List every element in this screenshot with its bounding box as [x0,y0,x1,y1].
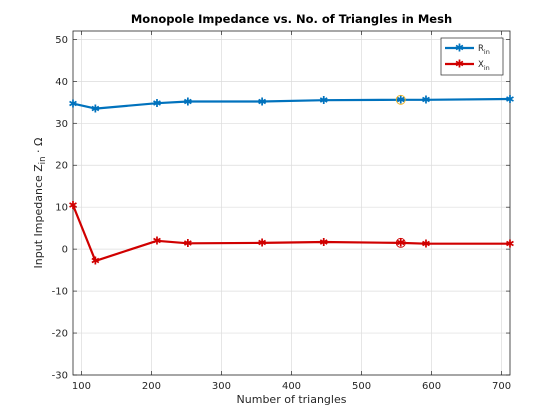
data-point-0: ✱ [396,94,405,107]
data-point-0: ✱ [152,97,161,110]
data-point-1: ✱ [505,237,514,250]
legend-label-r-in: Rin [478,44,490,56]
annotations [395,94,406,248]
y-tick-label: 20 [55,161,68,172]
y-tick-label: -20 [52,329,68,340]
legend-box [440,37,504,76]
legend-marker-x-in: ✱ [455,58,464,71]
legend-label-x-in: Xin [478,60,490,72]
legend-entry-r-in: ✱ Rin [445,42,490,56]
data-point-0: ✱ [319,94,328,107]
y-axis-label-main: Input Impedance Z [32,164,45,269]
y-tick-label: 30 [55,119,68,130]
series-line-1 [71,204,510,262]
x-axis-label: Number of triangles [237,393,347,406]
data-point-0: ✱ [91,102,100,115]
data-point-0: ✱ [505,93,514,106]
y-tick-label: 10 [55,203,68,214]
data-point-1: ✱ [91,255,100,268]
x-tick-label: 400 [282,381,301,392]
legend-label-r-sub: in [484,48,490,56]
data-point-1: ✱ [183,237,192,250]
legend-label-r: R [478,44,484,54]
data-point-0: ✱ [257,95,266,108]
y-tick-label: -10 [52,287,68,298]
data-point-1: ✱ [152,235,161,248]
x-tick-label: 500 [352,381,371,392]
y-tick-label: 50 [55,35,68,46]
data-point-1: ✱ [257,237,266,250]
grid-lines [73,31,510,376]
x-tick-label: 700 [492,381,511,392]
data-point-1: ✱ [319,236,328,249]
data-point-0: ✱ [421,94,430,107]
series-group: ✱ ✱ ✱ ✱ ✱ ✱ ✱ ✱ ✱ ✱ ✱ ✱ ✱ ✱ ✱ ✱ ✱ ✱ [68,93,514,268]
y-axis-label-subscript: in [38,156,48,164]
y-tick-label: 40 [55,77,68,88]
data-point-1: ✱ [421,237,430,250]
legend-label-x-sub: in [484,64,490,72]
data-point-0: ✱ [183,95,192,108]
data-point-0: ✱ [68,97,77,110]
x-tick-label: 600 [422,381,441,392]
x-tick-label: 100 [72,381,91,392]
data-point-1: ✱ [68,199,77,212]
x-tick-label: 300 [212,381,231,392]
annotation-circle [395,237,406,248]
legend-marker-r-in: ✱ [455,42,464,55]
y-tick-label: 0 [62,245,68,256]
x-tick-label: 200 [142,381,161,392]
annotation-circle [395,94,406,105]
data-point-1: ✱ [396,237,405,250]
legend-label-x: X [478,60,484,70]
axis-ticks: 100 200 300 400 500 600 700 -30 -20 -10 0 10 20 30 40 5… [52,31,511,392]
y-tick-label: -30 [52,371,68,382]
chart-title: Monopole Impedance vs. No. of Triangles … [131,12,452,26]
series-line-0 [72,97,511,110]
y-axis-label-suffix: · Ω [32,138,45,157]
legend-entry-x-in: ✱ Xin [445,58,490,72]
y-axis-label: Input Impedance Zin · Ω [32,138,48,269]
legend: ✱ Rin ✱ Xin [440,37,504,76]
